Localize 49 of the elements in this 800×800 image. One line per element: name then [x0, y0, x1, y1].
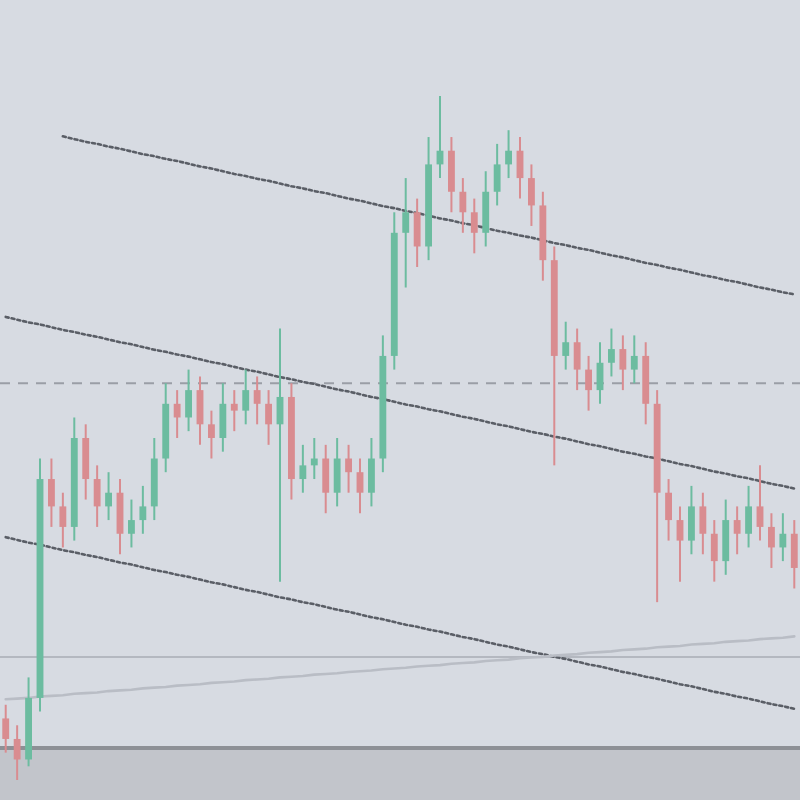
candlestick [150, 437, 158, 522]
candlestick [448, 136, 455, 214]
candlestick [665, 478, 672, 542]
candlestick [333, 437, 341, 508]
candlestick [253, 375, 261, 426]
candlestick [93, 464, 101, 528]
candlestick [299, 443, 307, 494]
candlestick [128, 498, 135, 549]
candlestick [185, 368, 192, 433]
candlestick [619, 334, 627, 392]
candlestick [642, 341, 650, 426]
candlestick [48, 457, 55, 528]
candlestick [482, 170, 490, 248]
candlestick [493, 142, 501, 207]
candlestick [242, 368, 250, 426]
candlestick [82, 423, 90, 501]
candlestick [745, 484, 752, 549]
candlestick [630, 334, 638, 385]
candlestick [699, 491, 707, 556]
candlestick [219, 382, 227, 453]
candlestick [710, 519, 718, 583]
candlestick [505, 129, 512, 180]
candlestick [230, 389, 238, 433]
candlestick [345, 443, 352, 494]
candlestick [528, 163, 535, 227]
candlestick [722, 498, 730, 576]
candlestick [790, 519, 798, 590]
candlestick [59, 491, 67, 549]
candlestick [402, 177, 410, 289]
candlestick [768, 512, 775, 569]
candlestick [413, 197, 421, 268]
candlestick [173, 389, 181, 439]
candlestick [688, 484, 695, 556]
candlestick [368, 437, 375, 508]
candlestick [2, 703, 10, 754]
candlestick [13, 724, 21, 781]
candlestick [733, 505, 741, 556]
candlestick [779, 512, 787, 563]
candlestick [105, 471, 112, 522]
candlestick [322, 443, 330, 515]
candlestick [608, 327, 615, 378]
candlestick [585, 354, 592, 412]
candlestick [139, 484, 147, 535]
candlestick [470, 197, 478, 255]
candlestick [265, 389, 272, 446]
candlestick [573, 327, 581, 392]
candlestick [208, 409, 215, 460]
candlestick [459, 177, 467, 234]
candlestick [562, 320, 570, 371]
